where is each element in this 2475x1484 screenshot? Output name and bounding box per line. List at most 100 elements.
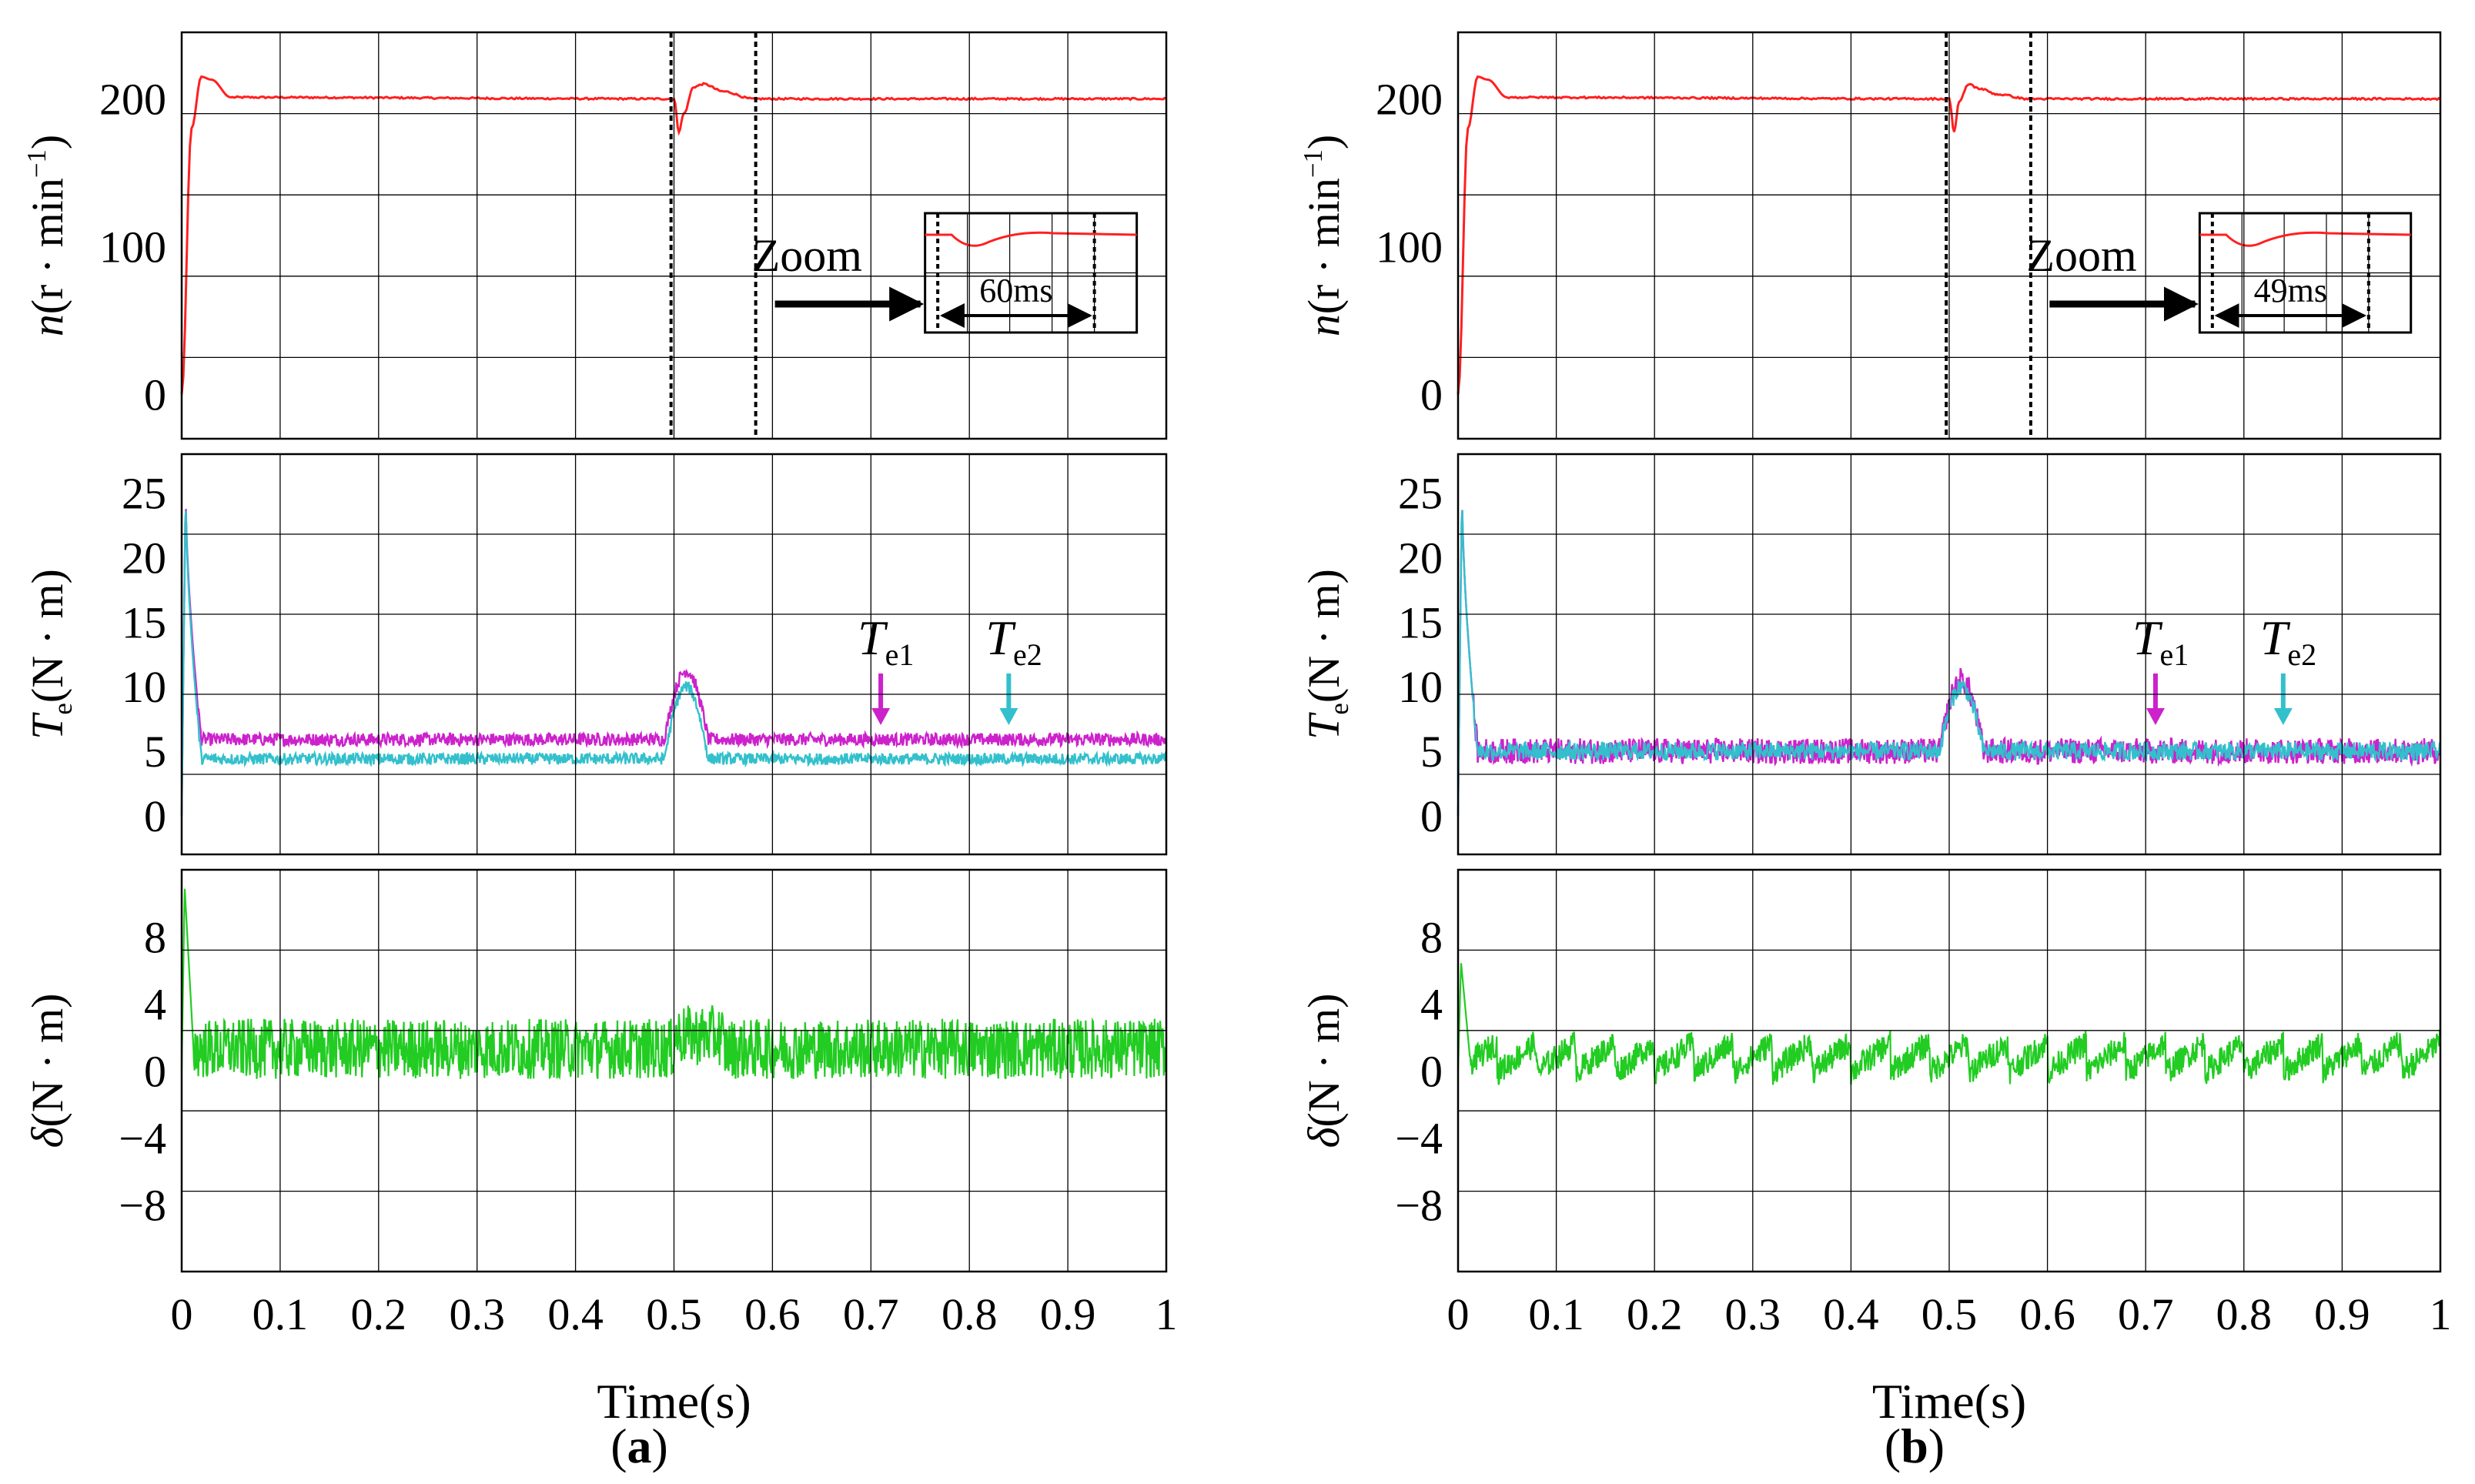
fig-a-panel-0-ytick-label: 200	[99, 75, 166, 125]
ylabel-unit: (N · m)	[22, 569, 72, 703]
fig-a-xtick-label: 0.4	[547, 1289, 604, 1339]
fig-a-panel-1-ytick-label: 15	[122, 597, 166, 647]
fig-a-panel-1-ytick-label: 5	[144, 727, 166, 777]
fig-b-xtick-label: 0.2	[1627, 1289, 1683, 1339]
ylabel-unit: (N · m)	[1299, 994, 1349, 1128]
fig-b-xtick-label: 0	[1447, 1289, 1470, 1339]
ylabel-symbol: n	[1299, 314, 1349, 336]
fig-b-panel-1-ytick-label: 20	[1398, 533, 1443, 583]
fig-a-panel-2-grid	[180, 868, 1168, 1273]
fig-a-xtick-label: 0	[171, 1289, 193, 1339]
ylabel-unit: (N · m)	[1299, 569, 1349, 703]
fig-b-panel-2-ylabel: δ(N · m)	[1299, 994, 1349, 1148]
fig-b-xtick-label: 0.3	[1725, 1289, 1781, 1339]
legend-subscript: e2	[2287, 637, 2316, 672]
fig-a-panel-2-ytick-label: 0	[144, 1046, 166, 1096]
fig-b-xtick-label: 0.1	[1528, 1289, 1584, 1339]
legend-symbol: T	[985, 610, 1016, 665]
ylabel-symbol: T	[22, 712, 72, 740]
zoom-label: Zoom	[752, 230, 862, 281]
fig-b-panel-1-ytick-label: 0	[1420, 791, 1443, 841]
fig-b-panel-1-ylabel: Te(N · m)	[1299, 569, 1354, 740]
fig-a-panel-1-legend-arrowhead-T_e2	[999, 708, 1018, 725]
fig-a-xtick-label: 0.3	[449, 1289, 505, 1339]
fig-b-panel-2-grid	[1457, 868, 2442, 1273]
fig-a-xtick-label: 0.9	[1040, 1289, 1096, 1339]
fig-b-panel-1-ytick-label: 15	[1398, 597, 1443, 647]
fig-b-xtick-label: 0.7	[2118, 1289, 2174, 1339]
fig-b-panel-0-ylabel: n(r · min−1)	[1298, 135, 1349, 337]
ylabel-symbol: T	[1299, 712, 1349, 740]
fig-b-panel-1-ytick-label: 25	[1398, 469, 1443, 519]
ylabel-unit: (N · m)	[22, 994, 72, 1128]
fig-a-xtick-label: 1	[1156, 1289, 1178, 1339]
legend-symbol: T	[2260, 610, 2291, 665]
fig-b-panel-2-ytick-label: 4	[1420, 979, 1443, 1029]
caption-letter: b	[1901, 1419, 1928, 1473]
fig-a-xtick-label: 0.6	[744, 1289, 801, 1339]
fig-b-xtick-label: 1	[2430, 1289, 2452, 1339]
fig-a-panel-1-grid	[180, 453, 1168, 856]
fig-b-panel-1-ytick-label: 5	[1420, 727, 1443, 777]
fig-b-xtick-label: 0.8	[2216, 1289, 2273, 1339]
fig-a-panel-0-ytick-label: 100	[99, 222, 166, 272]
ylabel-close: )	[1299, 135, 1349, 149]
fig-b-panel-0-speed-line	[1457, 75, 2441, 395]
legend-subscript: e1	[885, 637, 915, 672]
fig-a-xtick-label: 0.8	[942, 1289, 998, 1339]
fig-a-panel-0-grid	[180, 31, 1168, 440]
panel-frame	[1457, 31, 2442, 440]
ylabel-symbol: δ	[1299, 1126, 1349, 1148]
fig-b-panel-1-legend-arrowhead-T_e1	[2146, 708, 2165, 725]
ylabel-symbol: n	[22, 314, 72, 336]
fig-b-panel-0-grid	[1457, 31, 2442, 440]
panel-frame	[180, 453, 1168, 856]
legend-symbol: T	[2132, 610, 2163, 665]
fig-b-panel-1-grid	[1457, 453, 2442, 856]
ylabel-superscript: −1	[1298, 149, 1328, 178]
fig-a-xlabel: Time(s)	[597, 1374, 751, 1429]
fig-a-panel-1-ytick-label: 20	[122, 533, 166, 583]
legend-symbol: T	[858, 610, 888, 665]
fig-b-panel-1-legend-T_e2: Te2	[2260, 610, 2316, 672]
fig-b-xtick-label: 0.5	[1921, 1289, 1978, 1339]
fig-a-panel-1-legend-T_e1: Te1	[858, 610, 914, 672]
fig-b-panel-1-legend-T_e1: Te1	[2132, 610, 2189, 672]
fig-b-panel-2-ytick-label: 0	[1420, 1046, 1443, 1096]
fig-b-panel-2-ytick-label: −4	[1395, 1113, 1443, 1163]
fig-a-caption: (a)	[610, 1419, 668, 1473]
fig-a-panel-2-ytick-label: −8	[119, 1180, 166, 1230]
fig-a-panel-1-ytick-label: 10	[122, 662, 166, 712]
fig-a-panel-1-legend-arrowhead-T_e1	[871, 708, 891, 725]
ylabel-subscript: e	[1324, 703, 1354, 714]
zoom-label: Zoom	[2026, 230, 2136, 281]
fig-b-xtick-label: 0.4	[1823, 1289, 1879, 1339]
fig-b-caption: (b)	[1885, 1419, 1945, 1473]
fig-a-panel-1-ytick-label: 0	[144, 791, 166, 841]
panel-frame	[180, 31, 1168, 440]
zoom-speed-line	[2199, 231, 2411, 247]
ylabel-superscript: −1	[22, 149, 52, 178]
legend-subscript: e1	[2160, 637, 2189, 672]
fig-b-panel-2-ytick-label: −8	[1395, 1180, 1443, 1230]
fig-a-panel-1-ylabel: Te(N · m)	[22, 569, 78, 740]
fig-a-panel-2-ytick-label: 4	[144, 979, 166, 1029]
fig-a-xtick-label: 0.2	[351, 1289, 407, 1339]
ylabel-symbol: δ	[22, 1126, 72, 1148]
fig-b-panel-2-ytick-label: 8	[1420, 912, 1443, 962]
fig-a-panel-2-ylabel: δ(N · m)	[22, 994, 72, 1148]
panel-frame	[180, 868, 1168, 1273]
caption-paren: (	[1885, 1419, 1901, 1473]
caption-letter: a	[627, 1419, 652, 1473]
fig-a-panel-2-ytick-label: 8	[144, 912, 166, 962]
fig-b-xtick-label: 0.9	[2314, 1289, 2370, 1339]
legend-subscript: e2	[1013, 637, 1042, 672]
fig-a-panel-0-ytick-label: 0	[144, 370, 166, 420]
caption-paren: (	[610, 1419, 627, 1473]
fig-b-panel-0-ytick-label: 200	[1376, 75, 1443, 125]
zoom-interval-label: 49ms	[2254, 272, 2327, 309]
fig-a-panel-1-ytick-label: 25	[122, 469, 166, 519]
ylabel-subscript: e	[48, 703, 78, 714]
fig-b-panel-1-ytick-label: 10	[1398, 662, 1443, 712]
